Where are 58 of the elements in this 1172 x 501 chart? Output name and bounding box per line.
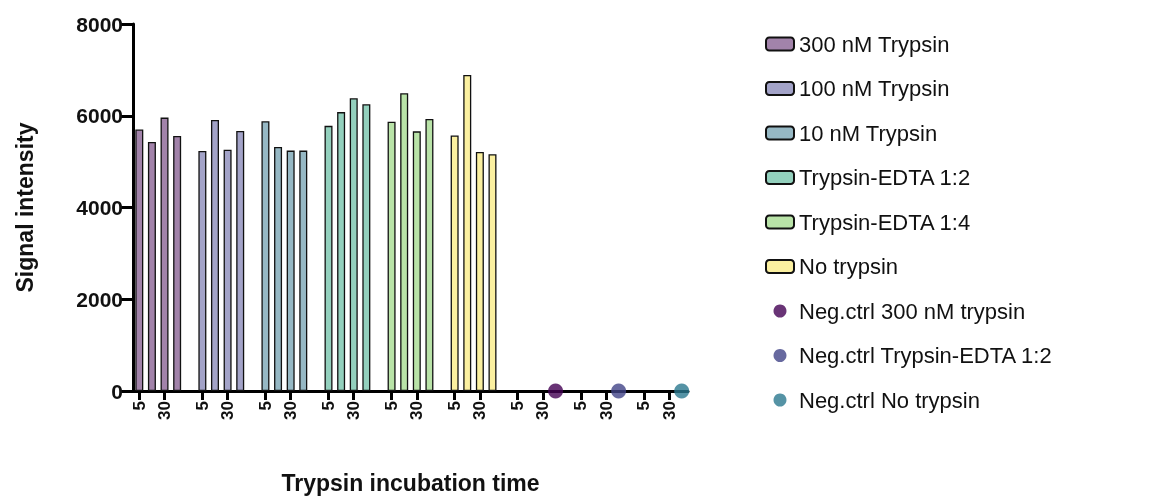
x-tick-label: 5 <box>192 401 212 411</box>
x-tick-label: 30 <box>218 401 238 420</box>
y-axis-title: Signal intensity <box>11 122 38 293</box>
bar <box>160 117 169 391</box>
x-tick-label: 5 <box>445 401 465 411</box>
legend-label: No trypsin <box>799 254 899 279</box>
bar <box>400 93 409 391</box>
bar <box>261 121 270 391</box>
bar <box>387 121 396 391</box>
bar <box>299 150 308 391</box>
x-tick-label: 30 <box>470 401 490 420</box>
x-tick-label: 5 <box>571 401 591 411</box>
bar <box>286 150 295 391</box>
x-tick-label: 5 <box>508 401 528 411</box>
x-tick-label: 30 <box>659 401 679 420</box>
legend-label: 300 nM Trypsin <box>799 31 950 57</box>
bar <box>236 130 245 391</box>
y-tick-label: 4000 <box>76 196 123 219</box>
bar <box>135 129 144 391</box>
x-tick-label: 5 <box>319 401 339 411</box>
bar <box>412 131 421 391</box>
legend-label: Neg.ctrl No trypsin <box>799 387 980 413</box>
x-tick-label: 30 <box>281 401 301 420</box>
bar <box>147 141 156 391</box>
bar <box>210 119 219 391</box>
legend-label: 10 nM Trypsin <box>799 120 938 146</box>
x-tick-label: 5 <box>382 401 402 411</box>
y-tick-label: 2000 <box>76 287 123 311</box>
x-tick-label: 30 <box>155 401 175 420</box>
bar <box>362 104 371 391</box>
legend-label: 100 nM Trypsin <box>799 76 950 101</box>
y-tick-label: 0 <box>111 379 123 403</box>
x-tick-label: 30 <box>344 401 364 420</box>
legend-label: Trypsin-EDTA 1:2 <box>799 165 971 190</box>
x-tick-label: 5 <box>129 401 149 411</box>
bar <box>463 74 472 391</box>
legend-label: Neg.ctrl Trypsin-EDTA 1:2 <box>799 343 1052 368</box>
x-axis-title: Trypsin incubation time <box>281 469 540 496</box>
bar <box>337 112 346 391</box>
bar <box>198 151 207 391</box>
x-tick-label: 5 <box>634 401 654 411</box>
bar <box>450 135 459 391</box>
bar <box>274 146 283 391</box>
legend-label: Neg.ctrl 300 nM trypsin <box>799 298 1026 324</box>
bar <box>488 154 497 391</box>
y-tick-label: 8000 <box>76 12 123 36</box>
y-tick-label: 6000 <box>76 104 123 128</box>
x-tick-label: 5 <box>255 401 275 411</box>
bar <box>349 98 358 391</box>
bar <box>324 125 333 391</box>
bar <box>425 118 434 391</box>
x-tick-label: 30 <box>533 401 553 420</box>
legend-label: Trypsin-EDTA 1:4 <box>799 209 971 235</box>
bar <box>173 135 182 391</box>
x-tick-label: 30 <box>596 401 616 420</box>
bar <box>223 149 232 391</box>
x-tick-label: 30 <box>407 401 427 420</box>
bar <box>475 151 484 391</box>
